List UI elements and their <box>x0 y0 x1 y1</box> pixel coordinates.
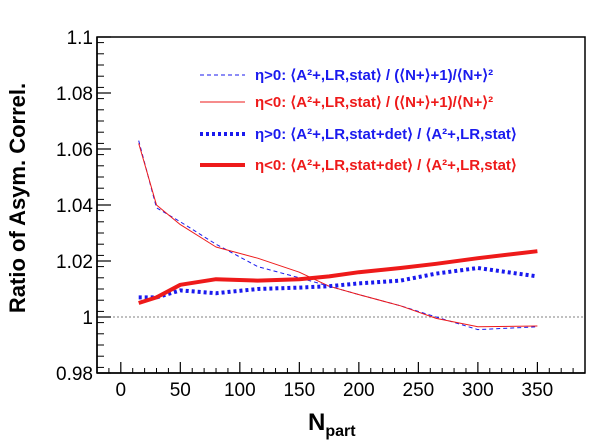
x-axis-title-main: N <box>308 409 325 436</box>
series-layer <box>138 140 538 331</box>
legend-label-3: η>0: ⟨A²+,LR,stat+det⟩ / ⟨A²+,LR,stat⟩ <box>255 126 517 143</box>
x-tick-label: 150 <box>283 380 315 401</box>
x-axis: 0 50 100 150 200 250 300 350 <box>97 362 585 401</box>
series-line-3 <box>138 266 538 300</box>
x-tick-label: 50 <box>170 380 191 401</box>
y-tick-label: 0.98 <box>56 364 93 385</box>
y-axis-title: Ratio of Asym. Correl. <box>5 83 30 313</box>
series-line-4 <box>138 249 538 305</box>
y-tick-label: 1.1 <box>67 28 93 49</box>
x-tick-label: 100 <box>224 380 256 401</box>
x-tick-label: 0 <box>116 380 127 401</box>
x-axis-title-sub: part <box>325 423 356 440</box>
x-tick-label: 200 <box>343 380 375 401</box>
legend-label-4: η<0: ⟨A²+,LR,stat+det⟩ / ⟨A²+,LR,stat⟩ <box>255 157 517 174</box>
y-tick-label: 1 <box>82 308 93 329</box>
legend-label-2: η<0: ⟨A²+,LR,stat⟩ / (⟨N+⟩+1)/⟨N+⟩² <box>255 94 493 111</box>
y-tick-label: 1.08 <box>56 84 93 105</box>
y-tick-label: 1.02 <box>56 252 93 273</box>
plot-frame <box>96 36 586 374</box>
x-tick-label: 250 <box>403 380 435 401</box>
x-axis-title: Npart <box>308 409 356 440</box>
legend-label-1: η>0: ⟨A²+,LR,stat⟩ / (⟨N+⟩+1)/⟨N+⟩² <box>255 67 493 84</box>
x-tick-label: 300 <box>462 380 494 401</box>
x-tick-label: 350 <box>522 380 554 401</box>
y-tick-label: 1.04 <box>56 196 93 217</box>
legend: η>0: ⟨A²+,LR,stat⟩ / (⟨N+⟩+1)/⟨N+⟩² η<0: … <box>200 67 517 174</box>
plot-area-border <box>96 36 586 374</box>
y-axis: 0.98 1 1.02 1.04 1.06 1.08 1.1 <box>56 28 111 385</box>
series-line-1 <box>138 140 538 331</box>
y-tick-label: 1.06 <box>56 140 93 161</box>
